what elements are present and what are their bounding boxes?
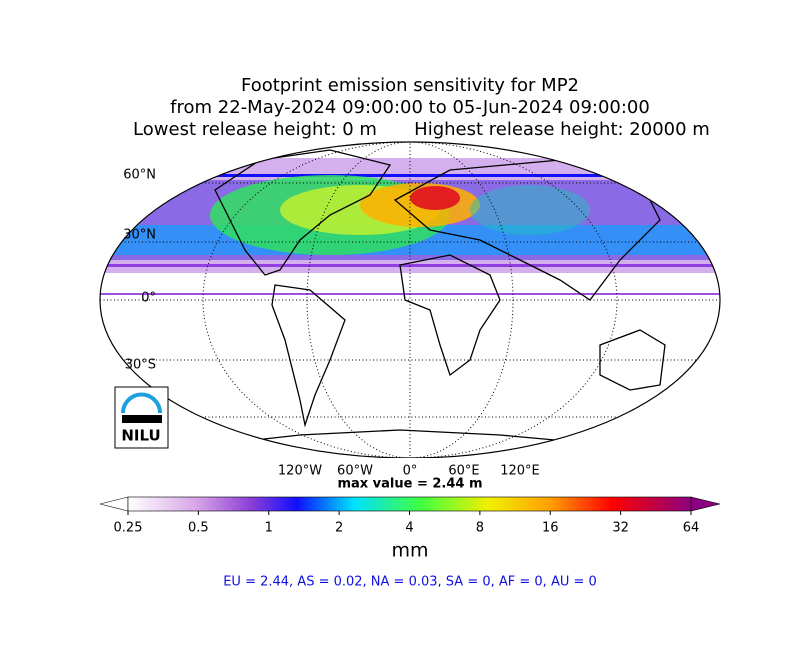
colorbar-tick-label: 0.25 — [114, 521, 143, 536]
colorbar-tick-label: 8 — [476, 521, 484, 536]
lon-label: 0° — [403, 464, 418, 479]
lat-label: 30°N — [123, 228, 156, 243]
graticule — [100, 142, 720, 458]
colorbar-extend-high — [690, 496, 721, 512]
plume-blob — [410, 186, 460, 210]
lat-label: 0° — [141, 291, 156, 306]
colorbar-extend-low — [99, 496, 129, 512]
footer: EU = 2.44, AS = 0.02, NA = 0.03, SA = 0,… — [223, 575, 597, 590]
title: Footprint emission sensitivity for MP2 — [241, 75, 579, 96]
logo-text: NILU — [121, 427, 160, 445]
globe-outline — [99, 141, 721, 458]
colorbar-label: mm — [391, 540, 428, 562]
lon-label: 60°E — [448, 464, 479, 479]
logo: NILU — [114, 386, 169, 449]
lat-labels: 60°N 30°N 0° 30°S — [123, 168, 156, 373]
lon-labels: 120°W 60°W 0° 60°E 120°E — [278, 464, 540, 479]
colorbar-tick-label: 4 — [405, 521, 413, 536]
lat-label: 30°S — [125, 358, 156, 373]
lat-label: 60°N — [123, 168, 156, 183]
lon-label: 120°W — [278, 464, 322, 479]
colorbar-tick-label: 1 — [265, 521, 273, 536]
colorbar-tick-label: 16 — [542, 521, 559, 536]
colorbar-bar — [127, 496, 692, 512]
plume-blob — [470, 185, 590, 235]
map — [99, 141, 721, 458]
logo-city — [122, 415, 162, 423]
colorbar-tick-label: 64 — [683, 521, 700, 536]
release-high: Highest release height: 20000 m — [414, 119, 710, 140]
colorbar-tick-label: 2 — [335, 521, 343, 536]
max-value: max value = 2.44 m — [337, 477, 482, 492]
plume-line — [100, 264, 720, 267]
lon-label: 60°W — [337, 464, 373, 479]
release-low: Lowest release height: 0 m — [133, 119, 377, 140]
colorbar-tick-label: 0.5 — [188, 521, 209, 536]
lon-label: 120°E — [500, 464, 540, 479]
colorbar: 0.25 0.5 1 2 4 8 16 32 64 — [99, 496, 721, 536]
logo-arc — [121, 392, 162, 414]
colorbar-tick-label: 32 — [612, 521, 629, 536]
subtitle: from 22-May-2024 09:00:00 to 05-Jun-2024… — [170, 97, 650, 118]
